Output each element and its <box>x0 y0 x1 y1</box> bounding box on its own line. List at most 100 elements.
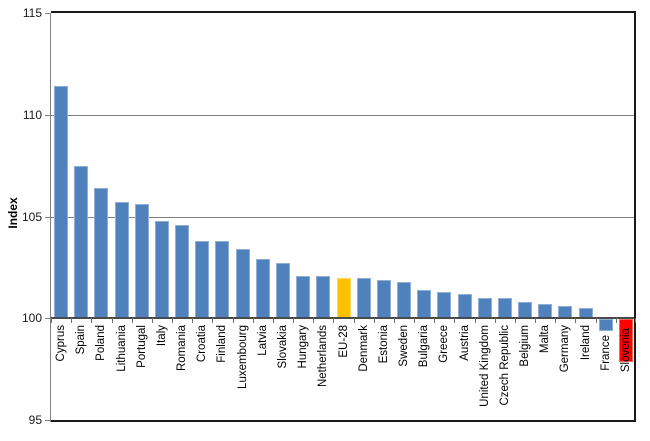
bar-spain <box>74 165 89 319</box>
y-axis-tick <box>45 216 51 218</box>
x-axis-tick <box>91 318 93 324</box>
x-axis-tick <box>474 318 476 324</box>
x-axis-tick <box>111 318 113 324</box>
x-tick-label-belgium: Belgium <box>519 325 532 367</box>
x-tick-label-poland: Poland <box>95 325 108 362</box>
bar-finland <box>215 240 230 319</box>
x-axis-tick <box>172 318 174 324</box>
x-axis-tick <box>272 318 274 324</box>
bar-slovakia <box>275 263 290 319</box>
x-tick-label-netherlands: Netherlands <box>317 325 330 388</box>
bar-slovenia <box>618 319 633 362</box>
y-tick-label: 115 <box>22 6 42 20</box>
x-axis-tick <box>595 318 597 324</box>
x-tick-label-denmark: Denmark <box>357 325 370 372</box>
x-tick-label-united-kingdom: United Kingdom <box>478 325 491 408</box>
x-tick-label-france: France <box>599 335 612 372</box>
gridline-105 <box>51 216 634 218</box>
y-tick-label: 100 <box>21 311 42 326</box>
bar-luxembourg <box>235 249 250 319</box>
bar-hungary <box>296 275 311 319</box>
bar-belgium <box>518 301 533 319</box>
x-axis-tick <box>51 318 52 324</box>
x-tick-label-cyprus: Cyprus <box>55 325 68 362</box>
x-axis-tick <box>575 318 577 324</box>
x-axis-tick <box>353 318 355 324</box>
bar-romania <box>175 224 190 319</box>
plot-area: Cyprus Spain Poland Lithuania Portugal Italy R… <box>51 11 636 422</box>
x-axis-tick <box>151 318 153 324</box>
x-axis-tick <box>232 318 234 324</box>
x-tick-label-eu-28: EU-28 <box>337 325 350 358</box>
x-axis-tick <box>454 318 456 324</box>
x-tick-label-italy: Italy <box>155 325 168 347</box>
x-tick-label-malta: Malta <box>539 325 552 354</box>
x-tick-label-ireland: Ireland <box>579 325 592 361</box>
x-tick-label-croatia: Croatia <box>196 325 209 363</box>
bar-austria <box>457 293 472 319</box>
x-axis-tick <box>131 318 133 324</box>
x-axis-tick <box>71 318 73 324</box>
bar-estonia <box>376 279 391 319</box>
x-tick-label-lithuania: Lithuania <box>115 325 128 372</box>
bar-netherlands <box>316 275 331 319</box>
x-axis-tick <box>333 318 335 324</box>
bar-cyprus <box>54 86 69 319</box>
x-tick-label-bulgaria: Bulgaria <box>418 325 431 368</box>
bar-portugal <box>134 204 149 319</box>
x-tick-label-portugal: Portugal <box>135 325 148 369</box>
gridline-110 <box>51 114 634 116</box>
x-tick-label-spain: Spain <box>75 325 88 355</box>
y-axis-tick <box>45 114 51 116</box>
x-tick-label-austria: Austria <box>458 325 471 362</box>
bar-malta <box>538 304 553 319</box>
x-axis-tick <box>414 318 416 324</box>
bar-poland <box>94 188 109 319</box>
y-axis-tick <box>45 13 51 14</box>
x-axis-tick <box>293 318 295 324</box>
y-tick-label: 105 <box>21 209 42 224</box>
y-tick-label: 110 <box>22 107 42 122</box>
bar-czech-republic <box>497 297 512 319</box>
x-tick-label-romania: Romania <box>176 325 189 372</box>
bar-france <box>598 319 613 332</box>
bar-croatia <box>195 240 210 319</box>
bar-lithuania <box>114 202 129 319</box>
y-axis-tick <box>45 318 51 320</box>
bar-bulgaria <box>417 289 432 319</box>
x-tick-label-slovenia: Slovenia <box>619 328 632 373</box>
x-axis-tick <box>192 318 194 324</box>
x-axis-tick <box>555 318 557 324</box>
bar-italy <box>154 220 169 319</box>
x-axis-tick <box>434 318 436 324</box>
x-axis-tick <box>615 318 617 324</box>
x-axis-line <box>51 317 634 320</box>
bar-greece <box>437 291 452 319</box>
y-axis-line <box>50 13 51 422</box>
x-tick-label-czech-republic: Czech Republic <box>498 325 511 406</box>
x-axis-tick <box>313 318 315 324</box>
bar-sweden <box>397 281 412 319</box>
x-axis-tick <box>252 318 254 324</box>
x-tick-label-estonia: Estonia <box>377 325 390 364</box>
x-axis-tick <box>535 318 537 324</box>
y-axis-tick <box>45 420 51 421</box>
x-tick-label-germany: Germany <box>559 325 572 373</box>
bar-latvia <box>255 259 270 319</box>
x-tick-label-hungary: Hungary <box>297 325 310 369</box>
x-tick-label-slovakia: Slovakia <box>276 325 289 369</box>
y-tick-label: 95 <box>28 413 42 427</box>
bar-eu-28 <box>336 277 351 319</box>
x-tick-label-latvia: Latvia <box>256 325 269 356</box>
x-tick-label-greece: Greece <box>438 325 451 363</box>
x-tick-label-sweden: Sweden <box>398 325 411 367</box>
x-tick-label-luxembourg: Luxembourg <box>236 325 249 390</box>
x-axis-tick <box>635 318 636 324</box>
x-axis-tick <box>373 318 375 324</box>
bar-denmark <box>356 277 371 319</box>
x-axis-tick <box>514 318 516 324</box>
x-axis-tick <box>393 318 395 324</box>
x-axis-tick <box>212 318 214 324</box>
bar-united-kingdom <box>477 297 492 319</box>
